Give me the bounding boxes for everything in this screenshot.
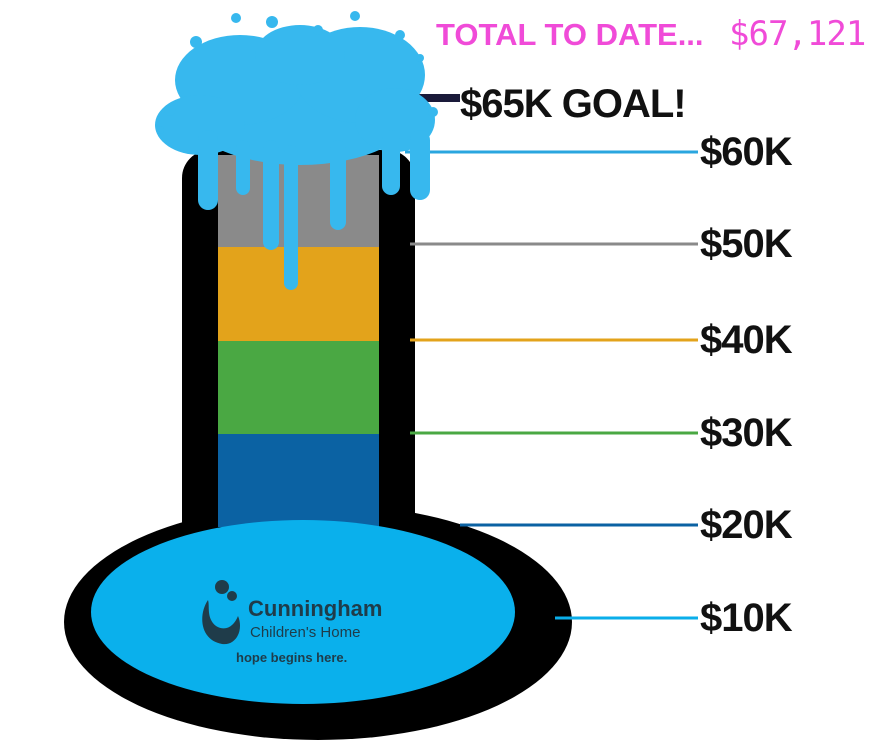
segment-20k [218,434,379,527]
segment-40k [218,247,379,341]
tick-label-20k: $20K [700,503,793,547]
water-splash [155,11,438,290]
total-to-date: TOTAL TO DATE... $67,121 [436,14,866,54]
logo-subtitle: Children's Home [250,624,361,641]
tick-label-60k: $60K [700,130,793,174]
logo-tagline: hope begins here. [236,650,348,665]
segment-30k [218,341,379,434]
tick-label-40k: $40K [700,318,793,362]
base-fill-10k [91,520,515,704]
tick-label-30k: $30K [700,411,793,455]
tick-label-10k: $10K [700,596,793,640]
logo-name: Cunningham [248,596,383,621]
logo-mark-icon [202,580,241,645]
total-amount: $67,121 [729,14,866,54]
goal-label: $65K GOAL! [460,82,687,126]
total-label: TOTAL TO DATE... [436,17,704,52]
tick-label-50k: $50K [700,222,793,266]
